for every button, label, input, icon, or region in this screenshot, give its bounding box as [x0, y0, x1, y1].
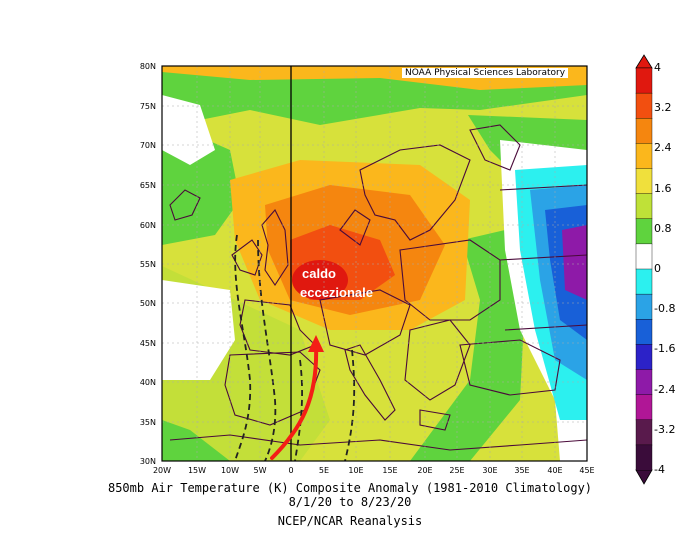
lon-tick: 25E: [449, 466, 464, 475]
lat-tick: 30N: [140, 457, 156, 466]
lon-tick: 5W: [254, 466, 267, 475]
colorbar-segment: [635, 444, 653, 471]
colorbar-label: 0: [654, 262, 661, 275]
colorbar-label: -3.2: [654, 422, 676, 436]
lon-tick: 15E: [382, 466, 397, 475]
lon-tick: 40E: [547, 466, 562, 475]
colorbar-segment: [635, 394, 653, 421]
colorbar-segment: [635, 143, 653, 169]
lon-tick: 20E: [417, 466, 432, 475]
lon-tick: 35E: [514, 466, 529, 475]
lon-tick: 10E: [348, 466, 363, 475]
credit-label: NOAA Physical Sciences Laboratory: [402, 68, 569, 78]
lat-tick: 60N: [140, 221, 156, 230]
lon-axis: 20W 15W 10W 5W 0 5E 10E 15E 20E 25E 30E …: [153, 466, 595, 475]
coastlines: [169, 124, 587, 451]
lon-tick: 10W: [221, 466, 239, 475]
colorbar-segment: [635, 118, 653, 144]
colorbar-segment: [635, 92, 653, 119]
lon-tick: 20W: [153, 466, 171, 475]
lat-tick: 75N: [140, 102, 156, 111]
colorbar-segment: [635, 268, 653, 295]
lat-tick: 55N: [140, 260, 156, 269]
anomaly-field: [162, 66, 587, 461]
colorbar-label: 1.6: [654, 181, 672, 195]
lat-tick: 70N: [140, 141, 156, 150]
colorbar-label: -1.6: [654, 342, 676, 356]
lon-tick: 0: [288, 466, 293, 475]
lat-tick: 45N: [140, 339, 156, 348]
lon-tick: 15W: [188, 466, 206, 475]
annotation-line1: caldo: [302, 266, 336, 281]
colorbar-label: 4: [654, 61, 661, 74]
caption-dates: 8/1/20 to 8/23/20: [288, 495, 412, 509]
colorbar-segment: [635, 344, 653, 370]
colorbar-segment: [635, 218, 653, 245]
colorbar-segment: [635, 67, 653, 94]
colorbar-label: -4: [654, 463, 665, 476]
colorbar-segment: [635, 319, 653, 345]
colorbar-label: -0.8: [654, 302, 676, 316]
lon-tick: 30E: [482, 466, 497, 475]
colorbar: [635, 54, 653, 485]
colorbar-segment: [635, 369, 653, 396]
caption-title: 850mb Air Temperature (K) Composite Anom…: [107, 481, 593, 495]
arrow-head-icon: [308, 335, 324, 352]
caption-source: NCEP/NCAR Reanalysis: [277, 514, 423, 528]
colorbar-label: -2.4: [654, 382, 676, 396]
colorbar-segment: [635, 243, 653, 270]
colorbar-segment: [635, 193, 653, 220]
colorbar-label: 2.4: [654, 141, 672, 155]
annotation-line2: eccezionale: [300, 285, 373, 300]
map-frame: [161, 65, 588, 462]
lat-tick: 40N: [140, 378, 156, 387]
colorbar-segment: [635, 168, 653, 195]
colorbar-top-triangle-icon: [635, 54, 653, 69]
lat-tick: 35N: [140, 418, 156, 427]
lon-tick: 45E: [579, 466, 594, 475]
lat-axis: 80N 75N 70N 65N 60N 55N 50N 45N 40N 35N …: [140, 62, 156, 466]
colorbar-segment: [635, 419, 653, 446]
gridlines: [162, 66, 587, 461]
lon-tick: 5E: [319, 466, 329, 475]
colorbar-label: 0.8: [654, 221, 672, 235]
lat-tick: 80N: [140, 62, 156, 71]
lat-tick: 65N: [140, 181, 156, 190]
lat-tick: 50N: [140, 299, 156, 308]
warm-advection-arrow: [270, 343, 319, 460]
colorbar-segment: [635, 293, 653, 320]
colorbar-label: 3.2: [654, 101, 672, 115]
